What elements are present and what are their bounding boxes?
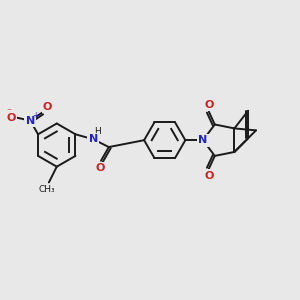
Text: O: O — [43, 102, 52, 112]
Text: +: + — [32, 111, 38, 120]
Text: O: O — [6, 112, 16, 123]
Text: H: H — [94, 127, 101, 136]
Text: O: O — [95, 163, 105, 173]
Text: O: O — [204, 171, 214, 181]
Text: N: N — [26, 116, 35, 126]
Text: N: N — [198, 135, 208, 145]
Text: CH₃: CH₃ — [39, 185, 55, 194]
Text: ⁻: ⁻ — [6, 108, 11, 118]
Text: N: N — [88, 134, 98, 144]
Text: O: O — [204, 100, 214, 110]
